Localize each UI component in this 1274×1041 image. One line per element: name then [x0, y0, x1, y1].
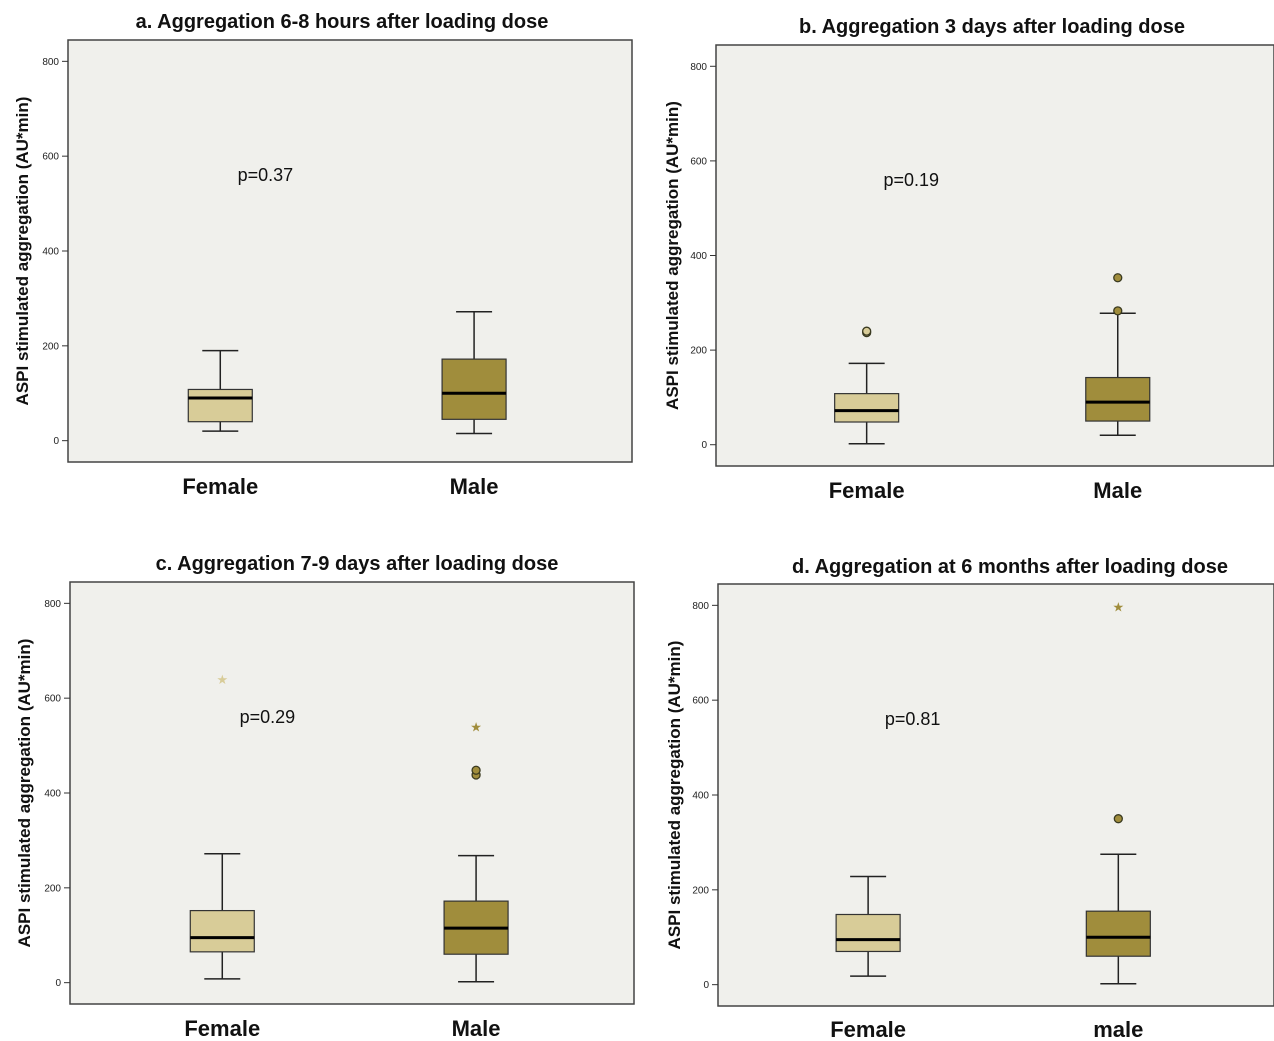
outlier-point — [1113, 273, 1123, 283]
y-axis-label: ASPI stimulated aggregation (AU*min) — [665, 641, 684, 950]
box-male — [441, 310, 507, 435]
outlier-point — [471, 765, 481, 775]
y-tick-label: 0 — [55, 978, 61, 989]
y-tick-label: 400 — [692, 791, 709, 802]
y-tick-label: 0 — [701, 440, 707, 451]
chart-panel-2: b. Aggregation 3 days after loading dose… — [663, 16, 1274, 503]
p-value-annotation: p=0.81 — [885, 709, 941, 729]
box-male: ★ — [1085, 600, 1151, 985]
p-value-annotation: p=0.37 — [238, 165, 294, 185]
y-tick-label: 400 — [44, 789, 61, 800]
y-tick-label: 600 — [42, 152, 59, 163]
box-female — [835, 875, 901, 977]
iqr-box — [187, 388, 253, 423]
iqr-box — [441, 358, 507, 420]
x-category-label: Male — [450, 474, 499, 499]
y-tick-label: 400 — [690, 251, 707, 262]
p-value-annotation: p=0.29 — [240, 707, 296, 727]
panel-title: d. Aggregation at 6 months after loading… — [792, 556, 1228, 578]
y-tick-label: 600 — [692, 696, 709, 707]
box-female — [834, 326, 900, 445]
panel-title: b. Aggregation 3 days after loading dose — [799, 16, 1185, 38]
x-category-label: Male — [1093, 478, 1142, 503]
y-tick-label: 800 — [44, 599, 61, 610]
y-tick-label: 800 — [692, 601, 709, 612]
extreme-star: ★ — [1112, 600, 1124, 615]
iqr-box — [835, 913, 901, 953]
y-tick-label: 600 — [44, 694, 61, 705]
panel-title: a. Aggregation 6-8 hours after loading d… — [136, 11, 549, 33]
y-tick-label: 200 — [42, 341, 59, 352]
box-male — [1085, 273, 1151, 437]
y-tick-label: 800 — [42, 57, 59, 68]
x-category-label: Male — [452, 1016, 501, 1041]
x-category-label: male — [1093, 1017, 1143, 1041]
x-category-label: Female — [829, 478, 905, 503]
y-tick-label: 600 — [690, 156, 707, 167]
chart-panel-3: c. Aggregation 7-9 days after loading do… — [15, 553, 635, 1041]
iqr-box — [1085, 376, 1151, 422]
chart-panel-4: d. Aggregation at 6 months after loading… — [665, 556, 1274, 1041]
outlier-point — [862, 326, 872, 336]
y-axis-label: ASPI stimulated aggregation (AU*min) — [13, 97, 32, 406]
panel-title: c. Aggregation 7-9 days after loading do… — [156, 553, 559, 575]
extreme-star: ★ — [470, 721, 482, 736]
extreme-star: ★ — [216, 673, 228, 688]
y-tick-label: 200 — [692, 885, 709, 896]
y-tick-label: 0 — [53, 436, 59, 447]
x-category-label: Female — [182, 474, 258, 499]
plot-area — [69, 581, 635, 1005]
y-tick-label: 400 — [42, 247, 59, 258]
plot-area — [717, 583, 1274, 1007]
iqr-box — [834, 393, 900, 423]
outlier-point — [1113, 306, 1123, 316]
p-value-annotation: p=0.19 — [884, 170, 940, 190]
y-axis-label: ASPI stimulated aggregation (AU*min) — [663, 101, 682, 410]
y-tick-label: 800 — [690, 62, 707, 73]
box-male: ★ — [443, 721, 509, 983]
iqr-box — [1085, 910, 1151, 957]
box-female — [187, 349, 253, 432]
y-axis-label: ASPI stimulated aggregation (AU*min) — [15, 639, 34, 948]
y-tick-label: 200 — [44, 883, 61, 894]
plot-area — [715, 44, 1274, 467]
plot-area — [67, 39, 633, 463]
y-tick-label: 0 — [703, 980, 709, 991]
iqr-box — [189, 909, 255, 953]
box-female: ★ — [189, 673, 255, 980]
x-category-label: Female — [830, 1017, 906, 1041]
y-tick-label: 200 — [690, 346, 707, 357]
chart-panel-1: a. Aggregation 6-8 hours after loading d… — [13, 11, 633, 499]
x-category-label: Female — [184, 1016, 260, 1041]
outlier-point — [1113, 814, 1123, 824]
